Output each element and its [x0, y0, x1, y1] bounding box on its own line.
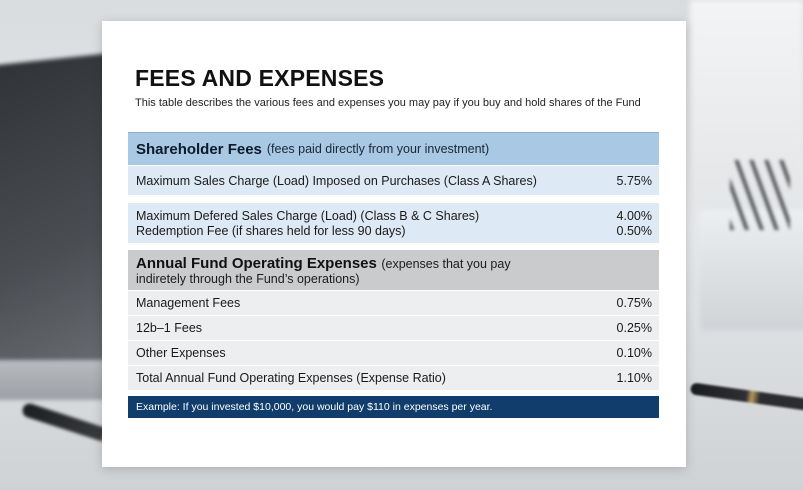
table-row: Redemption Fee (if shares held for less … — [128, 223, 659, 241]
operating-expenses-heading-note-continued: indiretely through the Fund’s operations… — [136, 272, 360, 286]
table-row: Total Annual Fund Operating Expenses (Ex… — [128, 366, 659, 391]
page-subtitle: This table describes the various fees an… — [135, 97, 641, 109]
table-row: Maximum Defered Sales Charge (Load) (Cla… — [128, 205, 659, 223]
row-label: Other Expenses — [136, 346, 226, 360]
fees-document-card: FEES AND EXPENSES This table describes t… — [102, 21, 686, 467]
operating-expenses-heading: Annual Fund Operating Expenses — [136, 255, 377, 272]
deferred-charges-block: Maximum Defered Sales Charge (Load) (Cla… — [128, 203, 659, 243]
section-spacer — [128, 243, 659, 250]
row-label: Management Fees — [136, 296, 241, 310]
table-row: Maximum Sales Charge (Load) Imposed on P… — [128, 166, 659, 195]
row-label: Maximum Sales Charge (Load) Imposed on P… — [136, 173, 537, 188]
row-value: 0.75% — [616, 296, 652, 310]
row-label: 12b–1 Fees — [136, 321, 203, 335]
row-value: 0.25% — [616, 321, 652, 335]
background-pencils — [730, 160, 790, 230]
example-note: Example: If you invested $10,000, you wo… — [128, 396, 659, 418]
table-row: Other Expenses 0.10% — [128, 341, 659, 366]
operating-expenses-header: Annual Fund Operating Expenses (expenses… — [128, 250, 659, 290]
row-label: Maximum Defered Sales Charge (Load) (Cla… — [136, 208, 480, 223]
background-pen-cup — [700, 210, 803, 330]
row-value: 0.10% — [616, 346, 652, 360]
row-value: 4.00% — [616, 208, 652, 223]
table-row: Management Fees 0.75% — [128, 291, 659, 316]
row-value: 5.75% — [616, 173, 652, 188]
row-label: Redemption Fee (if shares held for less … — [136, 223, 406, 238]
row-spacer — [128, 195, 659, 203]
table-row: 12b–1 Fees 0.25% — [128, 316, 659, 341]
operating-expenses-heading-note: (expenses that you pay — [381, 257, 511, 271]
row-value: 0.50% — [616, 223, 652, 238]
shareholder-fees-heading-note: (fees paid directly from your investment… — [266, 142, 490, 156]
row-label: Total Annual Fund Operating Expenses (Ex… — [136, 371, 446, 385]
row-value: 1.10% — [616, 371, 652, 385]
shareholder-fees-header: Shareholder Fees (fees paid directly fro… — [128, 132, 659, 165]
fees-table: Shareholder Fees (fees paid directly fro… — [128, 132, 659, 418]
shareholder-fees-heading: Shareholder Fees — [136, 140, 262, 158]
page-title: FEES AND EXPENSES — [135, 65, 385, 91]
background-pen-right — [689, 382, 803, 414]
